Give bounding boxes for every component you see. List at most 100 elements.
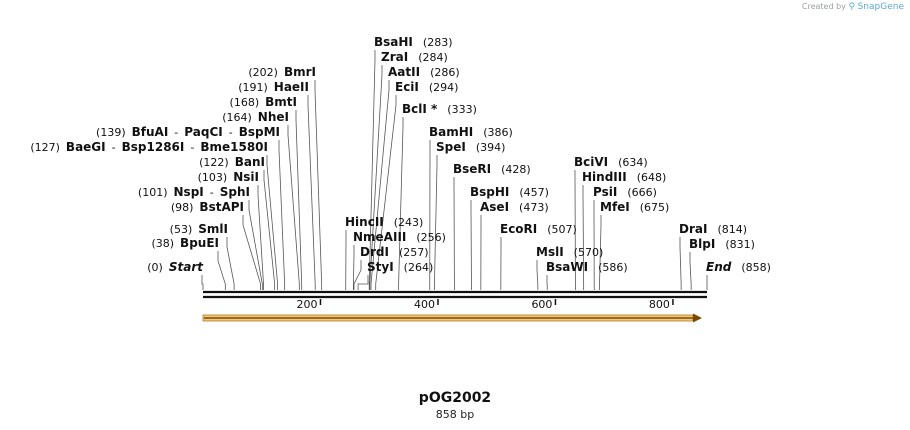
enzyme-label-spei[interactable]: SpeI (394) xyxy=(436,140,505,154)
feature-arrow-head xyxy=(693,313,702,323)
enzyme-label-ecii-part-0: EciI xyxy=(395,80,419,94)
enzyme-label-bsahi[interactable]: BsaHI (283) xyxy=(374,35,453,49)
enzyme-label-msli-part-1: (570) xyxy=(574,246,604,259)
enzyme-label-baegi-part-5: Bme1580I xyxy=(200,140,268,154)
enzyme-label-bani[interactable]: (122) BanI xyxy=(199,155,265,169)
enzyme-label-bmti-part-0: (168) xyxy=(230,96,260,109)
enzyme-label-aatii-part-1: (286) xyxy=(430,66,460,79)
enzyme-label-psii[interactable]: PsiI (666) xyxy=(593,185,657,199)
site-leader-hindiii xyxy=(582,185,585,290)
enzyme-label-end-part-1: (858) xyxy=(741,261,771,274)
enzyme-label-msli-part-0: MslI xyxy=(536,245,564,259)
enzyme-label-drai-part-1: (814) xyxy=(717,223,747,236)
enzyme-label-zrai-part-1: (284) xyxy=(418,51,448,64)
enzyme-label-bamhi[interactable]: BamHI (386) xyxy=(429,125,513,139)
site-leader-bsahi xyxy=(368,50,376,290)
enzyme-label-styi[interactable]: StyI (264) xyxy=(367,260,433,274)
snapgene-branding: Created by ⚲ SnapGene xyxy=(802,2,904,12)
enzyme-label-bcli[interactable]: BclI * (333) xyxy=(402,102,477,116)
enzyme-label-drdi-part-0: DrdI xyxy=(360,245,389,259)
enzyme-label-drai-part-0: DraI xyxy=(679,222,707,236)
enzyme-label-bsahi-part-1: (283) xyxy=(423,36,453,49)
enzyme-label-baegi-part-1: BaeGI xyxy=(66,140,106,154)
site-leader-drdi xyxy=(353,260,362,290)
enzyme-label-nsii[interactable]: (103) NsiI xyxy=(198,170,259,184)
site-leader-styi xyxy=(357,275,369,290)
enzyme-label-mfei-part-0: MfeI xyxy=(600,200,630,214)
enzyme-label-bsphi-part-1: (457) xyxy=(519,186,549,199)
enzyme-label-bstapi[interactable]: (98) BstAPI xyxy=(171,200,244,214)
enzyme-label-nsii-part-1: NsiI xyxy=(233,170,259,184)
enzyme-label-bamhi-part-1: (386) xyxy=(483,126,513,139)
enzyme-label-bmti[interactable]: (168) BmtI xyxy=(230,95,297,109)
enzyme-label-bfuai[interactable]: (139) BfuAI - PaqCI - BspMI xyxy=(96,125,280,139)
enzyme-label-bpuei-part-0: (38) xyxy=(151,237,174,250)
enzyme-label-mfei[interactable]: MfeI (675) xyxy=(600,200,669,214)
enzyme-label-bsawi[interactable]: BsaWI (586) xyxy=(546,260,628,274)
enzyme-label-blpi-part-0: BlpI xyxy=(689,237,715,251)
enzyme-label-end[interactable]: End (858) xyxy=(706,260,771,274)
enzyme-label-bfuai-part-3: PaqCI xyxy=(184,125,222,139)
enzyme-label-hindiii[interactable]: HindIII (648) xyxy=(582,170,666,184)
enzyme-label-asei-part-1: (473) xyxy=(519,201,549,214)
site-leader-nsii xyxy=(257,185,264,290)
enzyme-label-bpuei-part-1: BpuEI xyxy=(180,236,219,250)
site-leader-drai xyxy=(679,237,682,290)
enzyme-label-nmeaiii-part-1: (256) xyxy=(416,231,446,244)
enzyme-label-nhei[interactable]: (164) NheI xyxy=(222,110,289,124)
enzyme-label-nspi-part-1: NspI xyxy=(174,185,204,199)
enzyme-label-nmeaiii[interactable]: NmeAIII (256) xyxy=(353,230,446,244)
enzyme-label-hincii[interactable]: HincII (243) xyxy=(345,215,423,229)
enzyme-label-start[interactable]: (0) Start xyxy=(147,260,204,274)
enzyme-label-bfuai-part-1: BfuAI xyxy=(132,125,169,139)
enzyme-label-asei[interactable]: AseI (473) xyxy=(480,200,549,214)
enzyme-label-baegi-part-2: - xyxy=(112,141,116,154)
dna-backbone xyxy=(203,290,707,299)
enzyme-label-hincii-part-0: HincII xyxy=(345,215,384,229)
feature-arrow[interactable] xyxy=(202,313,702,323)
enzyme-label-bcivi[interactable]: BciVI (634) xyxy=(574,155,648,169)
enzyme-label-baegi[interactable]: (127) BaeGI - Bsp1286I - Bme1580I xyxy=(30,140,268,154)
enzyme-label-asei-part-0: AseI xyxy=(480,200,509,214)
enzyme-label-bfuai-part-2: - xyxy=(174,126,178,139)
enzyme-label-bamhi-part-0: BamHI xyxy=(429,125,473,139)
enzyme-label-psii-part-0: PsiI xyxy=(593,185,617,199)
enzyme-label-ecori-part-0: EcoRI xyxy=(500,222,537,236)
enzyme-label-msli[interactable]: MslI (570) xyxy=(536,245,603,259)
enzyme-label-baegi-part-3: Bsp1286I xyxy=(122,140,185,154)
enzyme-label-smli[interactable]: (53) SmlI xyxy=(170,222,228,236)
axis-ticks: 200 400 600 800 xyxy=(296,298,674,311)
enzyme-label-bsahi-part-0: BsaHI xyxy=(374,35,413,49)
enzyme-label-start-part-0: (0) xyxy=(147,261,163,274)
site-leader-bcli xyxy=(398,117,404,290)
enzyme-label-bmri-part-1: BmrI xyxy=(284,65,316,79)
enzyme-label-drdi[interactable]: DrdI (257) xyxy=(360,245,429,259)
enzyme-label-ecii[interactable]: EciI (294) xyxy=(395,80,458,94)
enzyme-label-haeii[interactable]: (191) HaeII xyxy=(238,80,309,94)
axis-tick-label-600: 600 xyxy=(531,298,552,311)
enzyme-label-aatii-part-0: AatII xyxy=(388,65,420,79)
enzyme-label-nspi[interactable]: (101) NspI - SphI xyxy=(138,185,250,199)
enzyme-label-aatii[interactable]: AatII (286) xyxy=(388,65,460,79)
enzyme-label-drai[interactable]: DraI (814) xyxy=(679,222,747,236)
enzyme-label-bcivi-part-0: BciVI xyxy=(574,155,608,169)
enzyme-label-ecori[interactable]: EcoRI (507) xyxy=(500,222,577,236)
enzyme-label-bcivi-part-1: (634) xyxy=(618,156,648,169)
site-leader-bani xyxy=(263,170,276,290)
enzyme-label-zrai[interactable]: ZraI (284) xyxy=(381,50,448,64)
enzyme-label-end-part-0: End xyxy=(706,260,732,274)
enzyme-label-hindiii-part-0: HindIII xyxy=(582,170,627,184)
enzyme-label-bfuai-part-4: - xyxy=(229,126,233,139)
enzyme-label-spei-part-0: SpeI xyxy=(436,140,466,154)
enzyme-label-bmri[interactable]: (202) BmrI xyxy=(248,65,316,79)
enzyme-label-bsawi-part-0: BsaWI xyxy=(546,260,588,274)
enzyme-label-bsphi[interactable]: BspHI (457) xyxy=(470,185,549,199)
enzyme-label-bcli-part-0: BclI * xyxy=(402,102,438,116)
enzyme-label-blpi[interactable]: BlpI (831) xyxy=(689,237,755,251)
enzyme-label-bseri[interactable]: BseRI (428) xyxy=(453,162,531,176)
enzyme-label-bpuei[interactable]: (38) BpuEI xyxy=(151,236,219,250)
enzyme-label-bmri-part-0: (202) xyxy=(248,66,278,79)
enzyme-label-blpi-part-1: (831) xyxy=(725,238,755,251)
enzyme-label-haeii-part-0: (191) xyxy=(238,81,268,94)
